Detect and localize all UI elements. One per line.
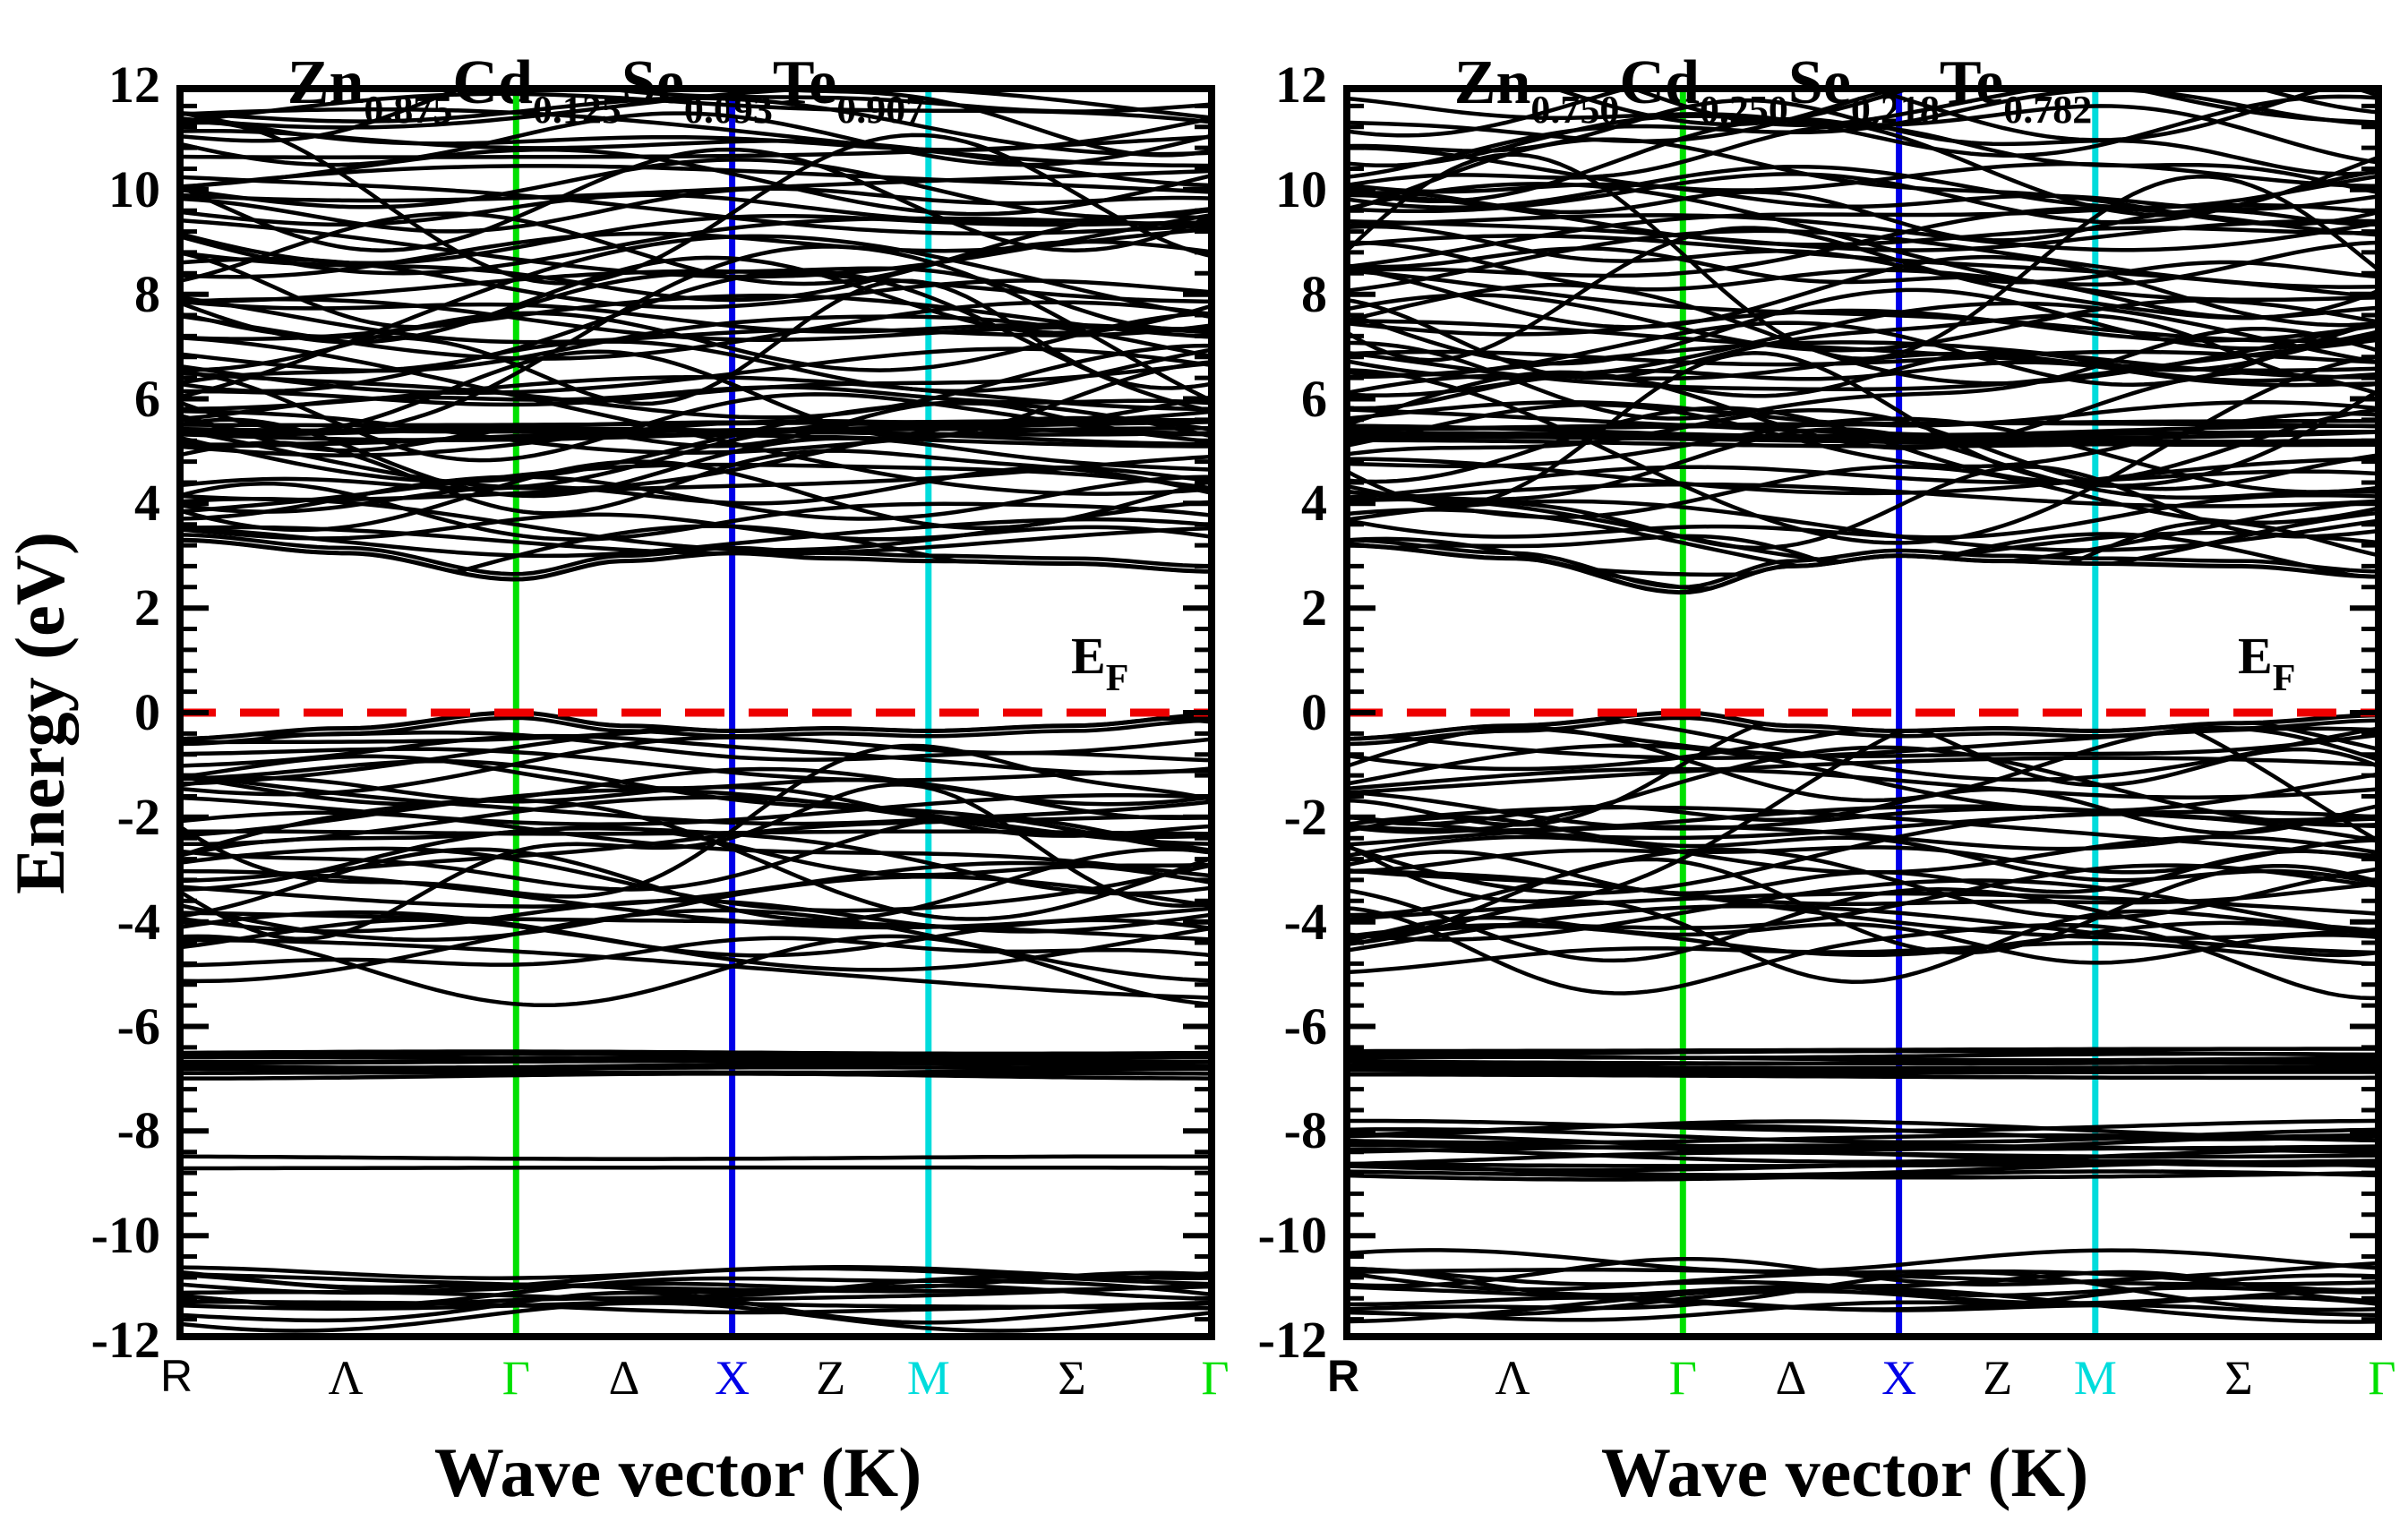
y-tick-label: -8 [116, 1101, 160, 1160]
k-point-label-Z: Z [1983, 1351, 2013, 1405]
fermi-E: E [1071, 627, 1106, 685]
element-symbol: Cd [1619, 48, 1700, 118]
y-tick-label: 12 [1275, 56, 1327, 114]
k-point-label-Z: Z [816, 1351, 846, 1405]
k-point-label-Γ: Γ [2368, 1351, 2396, 1405]
k-point-label-Λ: Λ [328, 1351, 364, 1405]
element-symbol: Zn [1453, 48, 1531, 118]
y-tick-label: -6 [1283, 996, 1327, 1056]
k-point-label-M: M [906, 1351, 950, 1405]
y-tick-label: -10 [1257, 1206, 1327, 1265]
y-tick-label: 0 [134, 683, 160, 741]
fermi-F: F [2272, 657, 2296, 699]
k-point-label-Δ: Δ [608, 1351, 640, 1405]
y-tick-label: 2 [134, 578, 160, 637]
y-tick-label: 4 [134, 474, 160, 533]
x-axis-title-left: Wave vector (K) [433, 1433, 922, 1511]
element-symbol: Cd [452, 48, 533, 118]
y-tick-label: -10 [90, 1206, 160, 1265]
bands-layer [176, 85, 1215, 1333]
y-tick-label: -2 [116, 787, 160, 846]
band-plot-left [176, 85, 1215, 1340]
y-tick-label: 8 [134, 264, 160, 323]
k-point-label-Σ: Σ [1058, 1351, 1086, 1405]
fermi-level-label-left: EF [1071, 627, 1128, 697]
y-tick-label: -4 [116, 892, 160, 951]
y-tick-label: -4 [1283, 892, 1327, 951]
k-point-label-Σ: Σ [2224, 1351, 2253, 1405]
y-tick-label: 10 [108, 159, 160, 218]
y-tick-label: -8 [1283, 1101, 1327, 1160]
y-tick-label: -2 [1283, 787, 1327, 846]
k-point-label-Δ: Δ [1775, 1351, 1807, 1405]
fermi-E: E [2238, 627, 2273, 685]
axis-frame [1343, 85, 2382, 1340]
y-tick-label: 4 [1301, 474, 1327, 533]
k-point-label-Γ: Γ [1668, 1351, 1697, 1405]
fermi-F: F [1105, 657, 1129, 699]
y-tick-label: 2 [1301, 578, 1327, 637]
k-point-label-Λ: Λ [1495, 1351, 1530, 1405]
y-tick-label: 6 [1301, 369, 1327, 428]
k-point-label-R: R [1326, 1351, 1360, 1401]
y-tick-label: 6 [134, 369, 160, 428]
axis-frame [176, 85, 1215, 1340]
band-plot-right [1343, 85, 2382, 1340]
k-point-label-Γ: Γ [501, 1351, 530, 1405]
y-tick-label: -6 [116, 996, 160, 1056]
y-tick-label: 10 [1275, 159, 1327, 218]
k-point-label-M: M [2073, 1351, 2117, 1405]
y-tick-label: 0 [1301, 683, 1327, 741]
x-axis-title-right: Wave vector (K) [1600, 1433, 2089, 1511]
y-tick-label: 8 [1301, 264, 1327, 323]
k-point-label-X: X [715, 1351, 750, 1405]
y-tick-label: 12 [108, 56, 160, 114]
k-point-label-Γ: Γ [1201, 1351, 1230, 1405]
fermi-level-label-right: EF [2238, 627, 2295, 697]
k-point-label-X: X [1881, 1351, 1917, 1405]
y-tick-label: -12 [1257, 1311, 1327, 1369]
k-point-label-R: R [159, 1351, 193, 1401]
y-tick-label: -12 [90, 1311, 160, 1369]
bands-layer [1343, 85, 2382, 1324]
